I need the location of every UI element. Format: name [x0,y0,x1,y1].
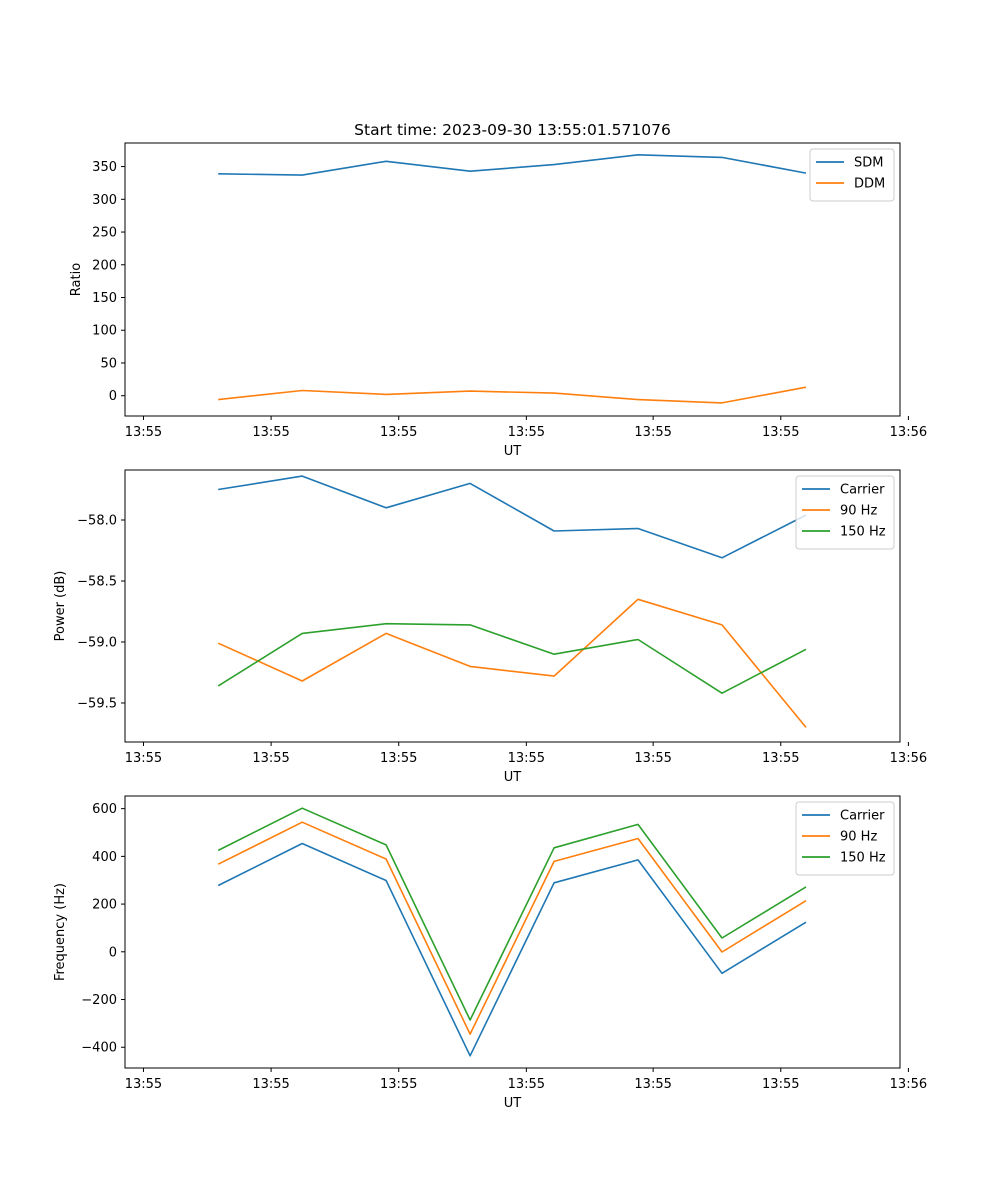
y-tick-label: 350 [92,160,117,175]
series-line-90-hz [217,598,807,728]
x-axis-label: UT [504,1096,522,1111]
x-tick-label: 13:55 [125,425,162,440]
series-line-carrier [218,475,807,559]
legend-label: Carrier [840,483,885,498]
x-tick-label: 13:55 [380,425,417,440]
y-axis-label: Ratio [69,263,84,296]
legend-label: 90 Hz [840,504,877,519]
x-tick-label: 13:55 [252,751,289,766]
axes-frame [124,795,901,1069]
axes-frame [124,469,901,743]
x-tick-label: 13:55 [762,425,799,440]
frequency-panel: 13:55 13:55 13:55 13:55 13:55 13:55 13:56 UT −40… [53,795,927,1111]
x-tick-label: 13:56 [890,751,927,766]
x-tick-label: 13:55 [252,1077,289,1092]
axes-frame [124,142,901,417]
ratio-panel: Start time: 2023-09-30 13:55:01.571076 13… [69,121,927,459]
power-panel: 13:55 13:55 13:55 13:55 13:55 13:55 13:56 UT −59… [53,469,927,785]
y-tick-label: 250 [92,226,117,241]
series-line-90-hz [217,821,807,1035]
legend-label: SDM [854,156,883,171]
x-tick-label: 13:55 [762,1077,799,1092]
y-tick-label: 200 [92,898,117,913]
x-tick-label: 13:55 [508,1077,545,1092]
y-tick-label: −58.5 [77,574,117,589]
legend-label: 90 Hz [840,830,877,845]
x-tick-label: 13:55 [252,425,289,440]
y-tick-label: −200 [81,993,117,1008]
x-tick-label: 13:55 [508,751,545,766]
series-line-150-hz [217,622,807,695]
legend: Carrier 90 Hz 150 Hz [795,801,895,876]
y-tick-label: 150 [92,291,117,306]
y-tick-label: 600 [92,802,117,817]
y-tick-label: 100 [92,324,117,339]
x-tick-label: 13:56 [890,425,927,440]
x-tick-label: 13:55 [634,425,671,440]
x-tick-label: 13:55 [380,1077,417,1092]
x-axis-label: UT [504,444,522,459]
y-tick-label: −59.0 [77,635,117,650]
x-tick-label: 13:55 [125,1077,162,1092]
series-line-sdm [218,154,807,176]
legend: SDM DDM [809,148,895,202]
y-axis-label: Frequency (Hz) [53,883,68,981]
x-tick-label: 13:56 [890,1077,927,1092]
y-tick-label: 400 [92,850,117,865]
legend-label: 150 Hz [840,851,886,866]
legend-label: DDM [854,177,885,192]
legend-label: 150 Hz [840,525,886,540]
series-line-ddm [218,386,807,404]
y-tick-label: 0 [109,389,117,404]
y-tick-label: 200 [92,258,117,273]
y-tick-label: −59.5 [77,696,117,711]
x-tick-label: 13:55 [634,751,671,766]
x-tick-label: 13:55 [508,425,545,440]
y-tick-label: −58.0 [77,514,117,529]
x-tick-label: 13:55 [762,751,799,766]
y-tick-label: 0 [109,945,117,960]
x-axis-label: UT [504,770,522,785]
chart-title: Start time: 2023-09-30 13:55:01.571076 [354,121,671,139]
x-tick-label: 13:55 [380,751,417,766]
y-tick-label: 50 [100,356,117,371]
y-axis-label: Power (dB) [53,571,68,642]
y-tick-label: −400 [81,1041,117,1056]
x-tick-label: 13:55 [125,751,162,766]
legend: Carrier 90 Hz 150 Hz [795,475,895,550]
legend-label: Carrier [840,809,885,824]
x-tick-label: 13:55 [634,1077,671,1092]
series-line-150-hz [217,807,807,1021]
series-line-carrier [217,842,807,1057]
y-tick-label: 300 [92,193,117,208]
